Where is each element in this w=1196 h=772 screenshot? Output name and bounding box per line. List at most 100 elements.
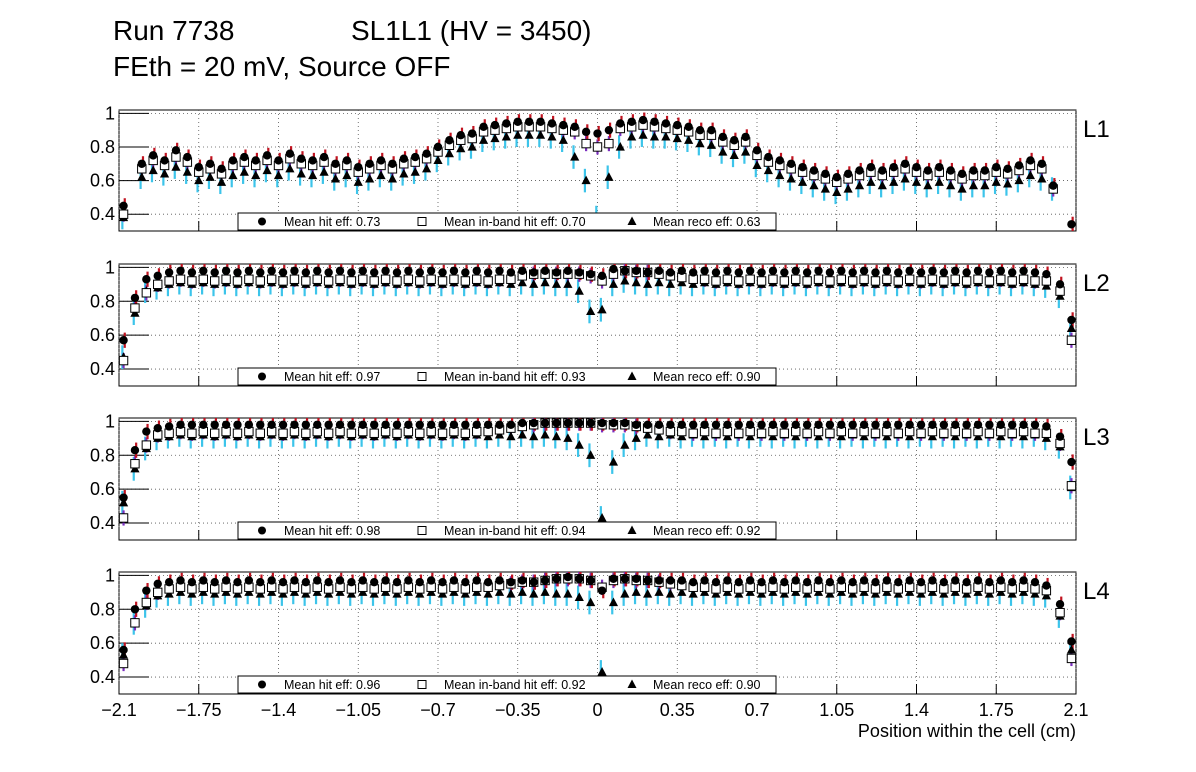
hit-marker <box>495 266 504 275</box>
reco-marker <box>262 165 272 175</box>
inband-marker <box>1066 481 1077 491</box>
reco-marker <box>529 279 539 288</box>
panel-l4: 0.4 0.6 0.8 1 Mean hit eff: 0.96 Mean in-band… <box>90 565 1110 695</box>
hit-marker <box>313 266 322 275</box>
inband-marker <box>904 274 915 284</box>
hit-marker <box>996 576 1006 585</box>
reco-marker <box>118 497 129 507</box>
reco-marker <box>273 170 284 180</box>
hit-marker <box>620 418 630 428</box>
hit-marker <box>563 266 573 275</box>
y-tick-label: 1 <box>105 257 115 277</box>
hit-marker <box>832 173 841 182</box>
reco-marker <box>574 440 584 449</box>
reco-marker <box>672 133 682 143</box>
inband-marker <box>198 274 209 284</box>
hit-marker <box>285 149 295 158</box>
inband-marker <box>278 276 288 286</box>
legend-inband-label: Mean in-band hit eff: 0.92 <box>444 678 586 692</box>
legend-hit-label: Mean hit eff: 0.73 <box>284 215 380 229</box>
hit-marker <box>1055 280 1065 289</box>
reco-marker <box>353 177 363 186</box>
reco-marker <box>763 165 773 175</box>
reco-marker <box>251 170 261 180</box>
hit-marker <box>798 162 807 172</box>
y-tick-label: 0.6 <box>90 633 115 653</box>
reco-marker <box>677 587 687 596</box>
hit-marker <box>878 166 887 175</box>
reco-marker <box>216 177 227 186</box>
hit-marker <box>711 268 721 277</box>
hit-marker <box>957 169 967 179</box>
inband-marker <box>1007 276 1017 286</box>
reco-marker <box>643 279 653 288</box>
hit-marker <box>780 420 789 429</box>
hit-marker <box>905 420 914 429</box>
inband-marker <box>711 428 721 438</box>
hit-marker <box>973 420 983 429</box>
x-tick-label: −1.05 <box>335 700 381 720</box>
hit-marker <box>529 577 538 587</box>
reco-marker <box>620 275 630 285</box>
reco-marker <box>239 167 249 176</box>
hit-marker <box>1026 156 1035 165</box>
hit-marker <box>973 266 983 275</box>
hit-marker <box>171 146 181 155</box>
inband-marker <box>494 274 505 284</box>
inband-marker <box>141 288 152 298</box>
hit-marker <box>119 201 128 210</box>
hit-marker <box>757 577 766 587</box>
inband-marker <box>392 276 402 286</box>
inband-marker <box>1055 607 1065 618</box>
hit-marker <box>529 268 538 277</box>
inband-marker <box>232 428 243 438</box>
hit-marker <box>130 293 140 303</box>
hit-marker <box>689 268 698 277</box>
inband-marker <box>437 276 448 286</box>
hit-marker <box>365 159 374 168</box>
hit-marker <box>814 576 823 585</box>
hit-marker <box>358 266 368 275</box>
hit-marker <box>962 577 971 587</box>
hit-marker <box>563 572 573 582</box>
hit-marker <box>506 420 516 429</box>
inband-marker <box>1030 276 1040 286</box>
hit-marker <box>297 154 306 163</box>
hit-marker <box>233 420 242 429</box>
hit-marker <box>825 420 835 429</box>
inband-marker <box>734 276 744 286</box>
inband-marker <box>927 274 938 284</box>
hit-marker <box>905 266 914 275</box>
legend-reco-label: Mean reco eff: 0.90 <box>653 370 761 384</box>
hit-marker <box>616 119 625 128</box>
inband-marker <box>779 428 790 438</box>
legend-box <box>237 675 777 694</box>
hit-marker <box>370 420 379 429</box>
inband-marker <box>722 274 733 284</box>
inband-marker <box>118 209 129 219</box>
reco-marker <box>797 177 808 186</box>
hit-marker <box>354 162 363 172</box>
hit-marker <box>859 266 869 275</box>
hit-marker <box>848 268 857 277</box>
inband-marker <box>961 428 972 438</box>
hit-marker <box>160 156 169 165</box>
hit-marker <box>301 268 311 277</box>
y-tick-label: 0.6 <box>90 479 115 499</box>
inband-marker <box>973 274 983 284</box>
inband-marker <box>996 274 1006 284</box>
hit-marker <box>962 268 971 277</box>
panel-label: L2 <box>1083 270 1110 297</box>
hit-marker <box>711 420 721 429</box>
reco-marker <box>171 162 181 171</box>
hit-marker <box>1019 420 1028 429</box>
hit-marker <box>335 576 345 585</box>
reco-marker <box>631 277 641 287</box>
reco-marker <box>137 172 147 181</box>
inband-marker <box>802 276 812 286</box>
hit-marker <box>153 579 162 589</box>
hit-marker <box>290 266 299 275</box>
hit-marker <box>586 418 595 428</box>
hit-marker <box>996 266 1006 275</box>
hit-marker <box>210 420 219 429</box>
